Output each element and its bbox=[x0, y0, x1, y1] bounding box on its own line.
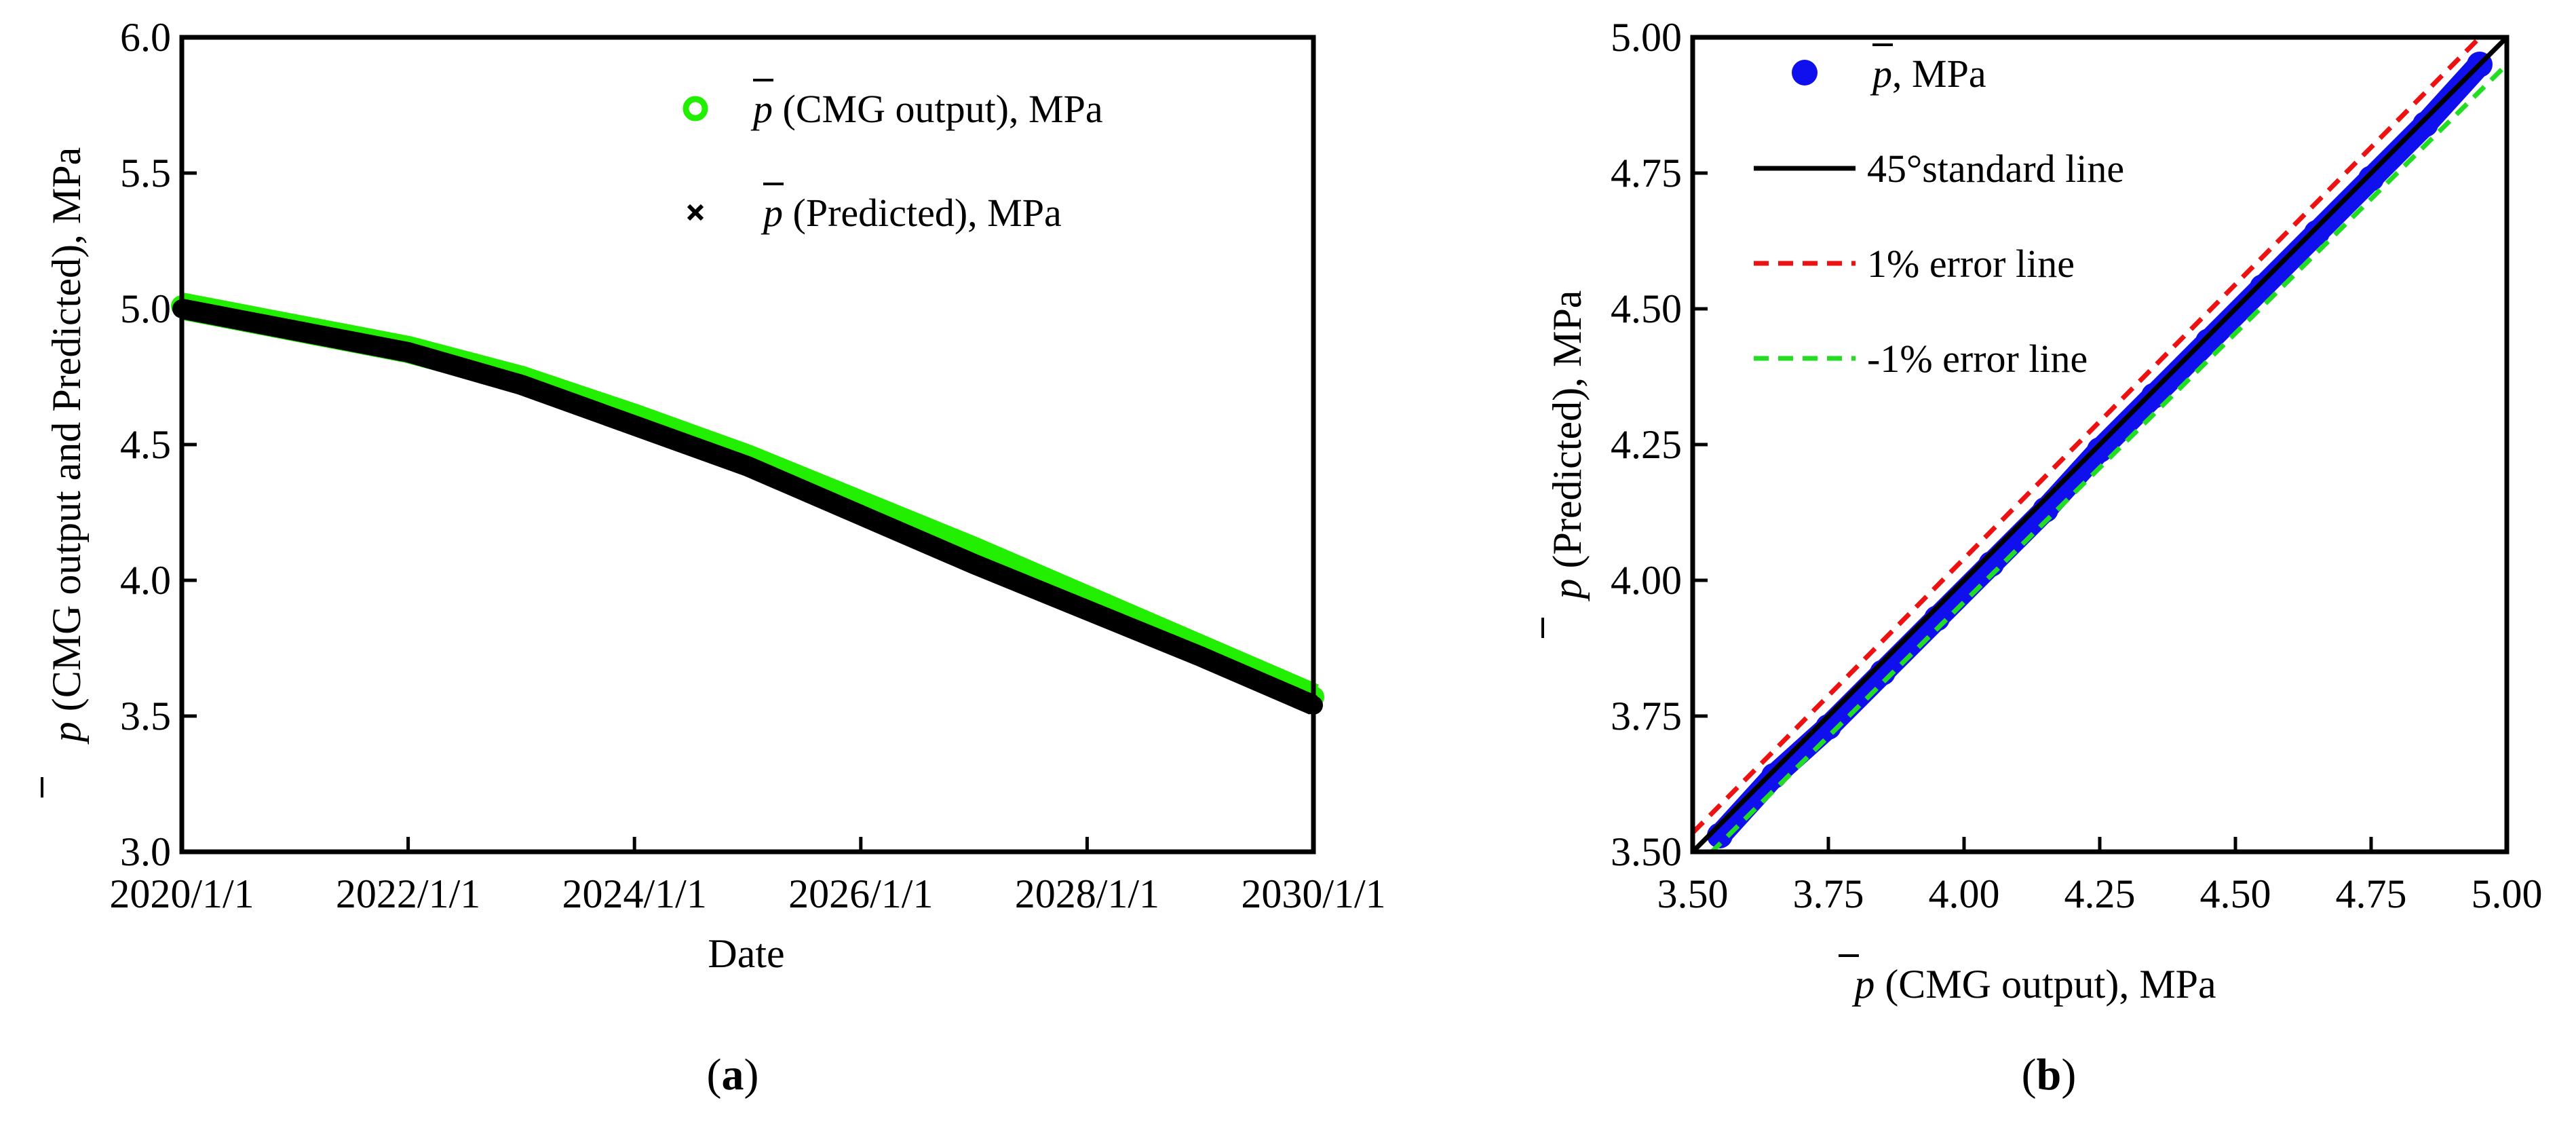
panel-b-y-tick-label: 4.50 bbox=[1611, 286, 1682, 331]
legend-label-cmg: p (CMG output), MPa bbox=[750, 87, 1103, 131]
legend-marker-predicted-x bbox=[687, 204, 704, 221]
panel-a-x-tick-label: 2028/1/1 bbox=[1015, 871, 1159, 916]
panel-a-caption: (a) bbox=[707, 1050, 759, 1100]
series-pbar-point bbox=[2087, 437, 2113, 463]
panel-b-y-tick-label: 3.75 bbox=[1611, 694, 1682, 738]
panel-b-y-tick-label: 4.00 bbox=[1611, 558, 1682, 603]
series-predicted-point bbox=[398, 343, 418, 362]
series-predicted-point bbox=[625, 416, 645, 435]
panel-b-y-axis-label: p (Predicted), MPa bbox=[1545, 290, 1590, 602]
legend-marker-pbar-dot bbox=[1792, 60, 1818, 86]
panel-a-y-tick-label: 6.0 bbox=[120, 15, 171, 60]
panel-b-y-tick-label: 3.50 bbox=[1611, 829, 1682, 874]
panel-a-y-tick-label: 5.0 bbox=[120, 286, 171, 331]
panel-b-x-ticks: 3.50 3.75 4.00 4.25 4.50 4.75 5.00 bbox=[1657, 837, 2543, 916]
panel-b-x-tick-label: 3.75 bbox=[1793, 871, 1864, 916]
panel-a-x-tick-label: 2024/1/1 bbox=[562, 871, 707, 916]
panel-a-x-tick-label: 2022/1/1 bbox=[336, 871, 480, 916]
panel-a-y-tick-label: 4.5 bbox=[120, 422, 171, 467]
panel-b-y-tick-label: 4.25 bbox=[1611, 422, 1682, 467]
panel-a-x-axis-label: Date bbox=[708, 931, 784, 976]
panel-a-x-tick-label: 2026/1/1 bbox=[788, 871, 933, 916]
series-pbar-point bbox=[2358, 166, 2384, 191]
series-predicted-point bbox=[964, 555, 984, 574]
panel-a-legend: p (CMG output), MPa p (Predicted), MPa bbox=[683, 79, 1103, 235]
panel-b-legend: p, MPa 45°standard line 1% error line -1… bbox=[1754, 43, 2124, 381]
panel-b: 3.50 3.75 4.00 4.25 4.50 4.75 5.00 3.50 3.75 4.0… bbox=[1541, 15, 2543, 1100]
svg-text:p (Predicted), MPa: p (Predicted), MPa bbox=[1545, 290, 1590, 602]
panel-b-y-tick-label: 4.75 bbox=[1611, 151, 1682, 195]
series-predicted-point bbox=[738, 457, 757, 476]
reference-line-plus1-error bbox=[1693, 37, 2484, 835]
series-pbar-point bbox=[2195, 329, 2221, 354]
panel-a-y-tick-label: 4.0 bbox=[120, 558, 171, 603]
panel-a-x-ticks: 2020/1/1 2022/1/1 2024/1/1 2026/1/1 2028/1/1… bbox=[109, 837, 1386, 916]
legend-label-45-standard: 45°standard line bbox=[1867, 147, 2124, 191]
series-pbar-point bbox=[1761, 763, 1787, 789]
legend-marker-cmg-circle bbox=[683, 96, 708, 121]
legend-label-predicted: p (Predicted), MPa bbox=[761, 191, 1062, 235]
legend-label-plus1-error: 1% error line bbox=[1867, 242, 2075, 286]
panel-a-y-axis-label: p (CMG output and Predicted), MPa bbox=[44, 147, 89, 745]
series-pbar-point bbox=[2250, 274, 2275, 300]
panel-b-x-tick-label: 4.75 bbox=[2336, 871, 2407, 916]
panel-a-x-tick-label: 2020/1/1 bbox=[109, 871, 254, 916]
panel-a: 3.03.54.04.55.05.56.0 2020/1/1 2022/1/1 20… bbox=[41, 15, 1386, 1100]
reference-line-minus1-error bbox=[1708, 62, 2507, 852]
series-pbar-point bbox=[2412, 111, 2438, 137]
panel-a-y-tick-label: 3.0 bbox=[120, 829, 171, 874]
panel-b-x-tick-label: 4.25 bbox=[2064, 871, 2136, 916]
panel-a-x-tick-label: 2030/1/1 bbox=[1241, 871, 1385, 916]
panel-a-y-tick-label: 3.5 bbox=[120, 694, 171, 738]
panel-b-x-tick-label: 3.50 bbox=[1657, 871, 1729, 916]
series-predicted-line bbox=[180, 299, 1318, 715]
legend-label-minus1-error: -1% error line bbox=[1867, 337, 2088, 381]
panel-b-x-tick-label: 4.50 bbox=[2200, 871, 2271, 916]
legend-label-pbar: p, MPa bbox=[1870, 52, 1986, 96]
panel-b-y-tick-label: 5.00 bbox=[1611, 15, 1682, 60]
series-pbar-point bbox=[2141, 383, 2167, 409]
panel-a-y-ticks: 3.0 3.5 4.0 4.5 5.0 5.5 6.0 bbox=[120, 15, 197, 874]
svg-text:p (CMG output and Predicted),: p (CMG output and Predicted), MPa bbox=[44, 147, 89, 745]
series-predicted-point bbox=[1191, 647, 1210, 666]
panel-b-x-tick-label: 5.00 bbox=[2472, 871, 2543, 916]
panel-b-y-ticks: 3.50 3.75 4.00 4.25 4.50 4.75 5.00 bbox=[1611, 15, 1708, 874]
panel-b-x-axis-label: p (CMG output), MPa bbox=[1851, 962, 2216, 1007]
reference-line-45-standard bbox=[1693, 37, 2507, 852]
panel-b-caption: (b) bbox=[2022, 1050, 2077, 1100]
panel-b-data-layer bbox=[1693, 37, 2507, 852]
series-predicted-point bbox=[285, 321, 305, 340]
series-predicted-point bbox=[851, 506, 870, 525]
panel-a-y-tick-label: 5.5 bbox=[120, 151, 171, 195]
panel-a-data-layer bbox=[171, 293, 1324, 715]
series-pbar-point bbox=[2304, 220, 2330, 246]
panel-b-x-tick-label: 4.00 bbox=[1929, 871, 2000, 916]
series-predicted-point bbox=[512, 375, 531, 394]
series-predicted-point bbox=[1077, 601, 1097, 620]
